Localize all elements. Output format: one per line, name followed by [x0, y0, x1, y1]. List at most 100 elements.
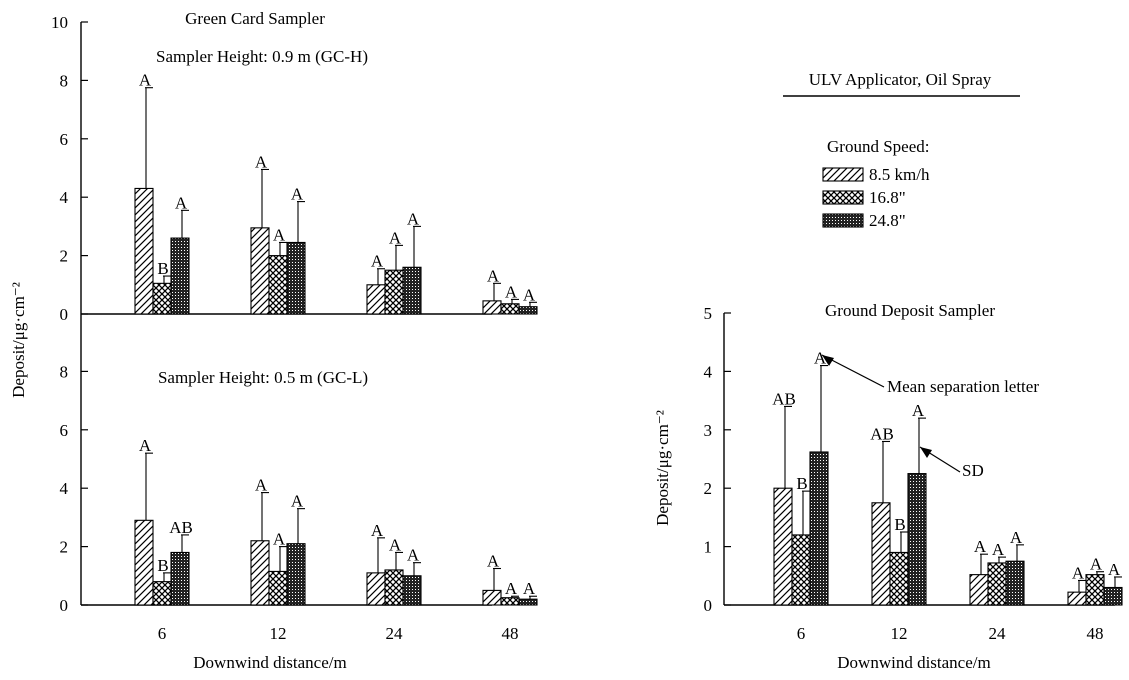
y-tick-label: 0	[704, 596, 713, 615]
bar	[366, 284, 386, 315]
x-axis-label-left: Downwind distance/m	[193, 653, 346, 672]
right-panel: Ground Deposit Sampler Deposit/μg·cm⁻² D…	[653, 301, 1123, 672]
chart-title-ground: Ground Deposit Sampler	[825, 301, 995, 320]
bar	[170, 237, 190, 315]
legend-swatch	[822, 190, 864, 205]
bar	[384, 269, 404, 315]
bar	[152, 581, 172, 606]
x-tick-label: 6	[797, 624, 806, 643]
y-tick-label: 2	[60, 538, 69, 557]
bar	[889, 551, 909, 606]
y-tick-label: 0	[60, 305, 69, 324]
x-tick-label: 24	[386, 624, 404, 643]
legend-subtitle: Ground Speed:	[827, 137, 929, 156]
mean-separation-letter: A	[291, 492, 304, 511]
x-tick-label: 12	[270, 624, 287, 643]
sd-label: SD	[962, 461, 984, 480]
legend-label: 8.5 km/h	[869, 165, 930, 184]
bar	[1103, 586, 1123, 606]
bar	[482, 300, 502, 315]
left-panel: Green Card Sampler Sampler Height: 0.9 m…	[9, 9, 538, 672]
mean-separation-letter: A	[407, 546, 420, 565]
mean-separation-letter: AB	[870, 424, 894, 443]
mean-separation-letter: A	[291, 185, 304, 204]
legend: ULV Applicator, Oil Spray Ground Speed: …	[783, 70, 1020, 230]
x-tick-label: 48	[502, 624, 519, 643]
mean-separation-letter: AB	[169, 518, 193, 537]
bar	[384, 569, 404, 606]
y-tick-label: 5	[704, 304, 713, 323]
y-tick-label: 4	[60, 188, 69, 207]
bar	[500, 303, 520, 315]
mean-separation-letter: A	[1010, 528, 1023, 547]
bar	[134, 519, 154, 606]
mean-separation-letter: A	[255, 152, 268, 171]
mean-separation-letter: A	[389, 228, 402, 247]
bar	[286, 543, 306, 606]
mean-separation-letter: A	[389, 535, 402, 554]
mean-separation-letter: A	[407, 209, 420, 228]
y-tick-label: 4	[60, 479, 69, 498]
y-tick-label: 2	[60, 247, 69, 266]
legend-title: ULV Applicator, Oil Spray	[809, 70, 992, 89]
chart-title-gch: Sampler Height: 0.9 m (GC-H)	[156, 47, 368, 66]
x-tick-label: 6	[158, 624, 167, 643]
bar	[482, 589, 502, 606]
mean-separation-letter: A	[139, 436, 152, 455]
mean-separation-letter: A	[523, 579, 536, 598]
bar	[907, 473, 927, 606]
mean-separation-letter: A	[371, 521, 384, 540]
x-tick-label: 24	[989, 624, 1007, 643]
mean-separation-letter: A	[505, 282, 518, 301]
legend-items: 8.5 km/h 16.8" 24.8"	[822, 165, 930, 230]
y-tick-label: 0	[60, 596, 69, 615]
mean-separation-letter: A	[974, 537, 987, 556]
mean-separation-letter: A	[992, 540, 1005, 559]
bar	[871, 502, 891, 606]
mean-sep-label: Mean separation letter	[887, 377, 1039, 396]
bar	[250, 227, 270, 315]
mean-separation-letter: A	[814, 349, 827, 368]
mean-separation-letter: A	[371, 252, 384, 271]
mean-separation-letter: A	[1072, 563, 1085, 582]
y-axis-label-right: Deposit/μg·cm⁻²	[653, 410, 672, 526]
y-tick-label: 1	[704, 538, 713, 557]
bar	[366, 572, 386, 606]
bar	[134, 187, 154, 315]
mean-separation-letter: A	[505, 579, 518, 598]
legend-swatch	[822, 167, 864, 182]
y-tick-label: 4	[704, 362, 713, 381]
y-axis-label-left: Deposit/μg·cm⁻²	[9, 282, 28, 398]
mean-separation-letter: A	[523, 285, 536, 304]
mean-sep-arrowhead	[822, 355, 834, 366]
y-tick-label: 6	[60, 130, 69, 149]
x-axis-label-right: Downwind distance/m	[837, 653, 990, 672]
bar	[170, 551, 190, 606]
chart-title-gcl: Sampler Height: 0.5 m (GC-L)	[158, 368, 368, 387]
bar	[987, 562, 1007, 606]
bar	[1005, 560, 1025, 606]
y-tick-label: 8	[60, 362, 69, 381]
bar	[152, 282, 172, 315]
mean-separation-letter: A	[273, 530, 286, 549]
mean-separation-letter: A	[273, 225, 286, 244]
mean-separation-letter: A	[487, 266, 500, 285]
bar	[969, 574, 989, 606]
panel-title: Green Card Sampler	[185, 9, 325, 28]
bar	[268, 570, 288, 606]
mean-separation-letter: B	[157, 259, 168, 278]
legend-swatch	[822, 213, 864, 228]
mean-separation-letter: A	[255, 476, 268, 495]
mean-separation-letter: A	[1108, 560, 1121, 579]
bar	[1067, 591, 1087, 606]
y-tick-label: 2	[704, 479, 713, 498]
y-tick-label: 3	[704, 421, 713, 440]
bar	[402, 266, 422, 315]
bar	[500, 597, 520, 606]
y-tick-label: 10	[51, 13, 68, 32]
bar	[518, 306, 538, 315]
